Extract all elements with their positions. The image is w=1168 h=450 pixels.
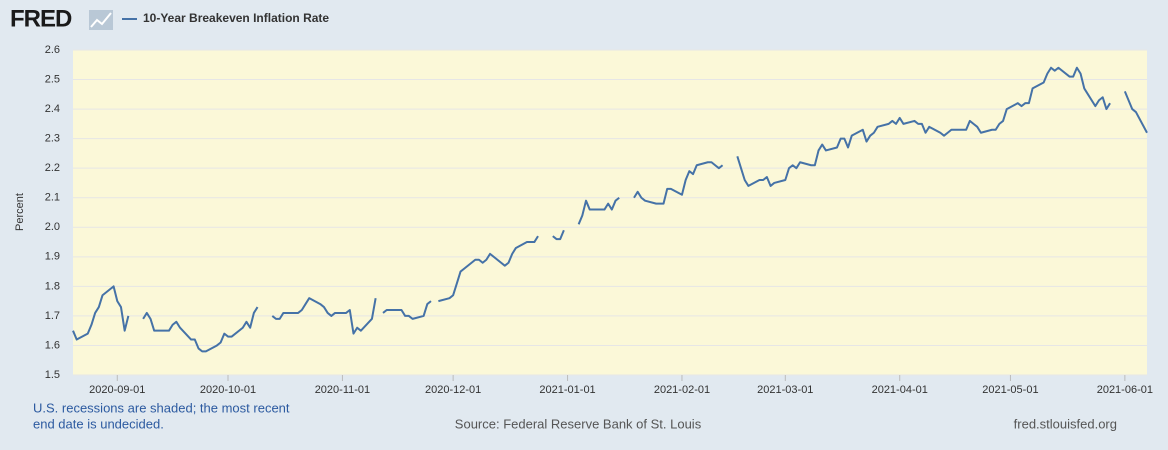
logo: FRED xyxy=(10,5,72,32)
y-tick-label: 1.8 xyxy=(45,280,60,292)
y-tick-label: 2.5 xyxy=(45,73,60,85)
plot-area xyxy=(73,50,1147,375)
x-tick-label: 2020-10-01 xyxy=(200,384,256,396)
x-tick-label: 2021-01-01 xyxy=(539,384,595,396)
note-line: U.S. recessions are shaded; the most rec… xyxy=(33,400,290,415)
legend-label: 10-Year Breakeven Inflation Rate xyxy=(143,11,329,25)
site: fred.stlouisfed.org xyxy=(1014,416,1117,431)
x-tick-label: 2020-09-01 xyxy=(89,384,145,396)
y-tick-label: 1.7 xyxy=(45,310,60,322)
y-axis-label: Percent xyxy=(14,193,26,231)
y-tick-label: 1.5 xyxy=(45,369,60,381)
y-tick-label: 2.3 xyxy=(45,133,60,145)
note-line: end date is undecided. xyxy=(33,416,164,431)
y-tick-label: 2.2 xyxy=(45,162,60,174)
y-tick-label: 2.0 xyxy=(45,221,60,233)
y-tick-label: 1.6 xyxy=(45,339,60,351)
x-tick-label: 2021-03-01 xyxy=(757,384,813,396)
y-tick-label: 1.9 xyxy=(45,251,60,263)
x-tick-label: 2021-02-01 xyxy=(654,384,710,396)
logo-icon xyxy=(89,10,113,30)
x-tick-label: 2021-04-01 xyxy=(872,384,928,396)
source: Source: Federal Reserve Bank of St. Loui… xyxy=(455,416,702,431)
x-tick-label: 2020-11-01 xyxy=(315,384,370,396)
x-tick-label: 2021-05-01 xyxy=(982,384,1038,396)
series-line xyxy=(72,66,1148,353)
y-tick-label: 2.1 xyxy=(45,192,60,204)
y-tick-label: 2.4 xyxy=(45,103,60,115)
x-tick-label: 2021-06-01 xyxy=(1097,384,1153,396)
y-tick-label: 2.6 xyxy=(45,44,60,56)
x-tick-label: 2020-12-01 xyxy=(425,384,481,396)
